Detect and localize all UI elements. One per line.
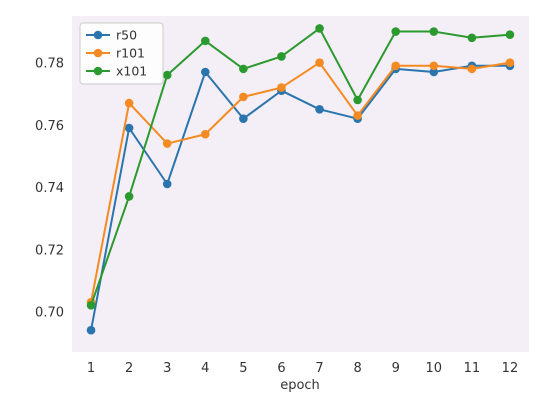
legend-label: r50 <box>116 28 137 43</box>
legend-marker <box>93 66 103 76</box>
x-tick-label: 2 <box>125 361 133 376</box>
data-point <box>124 98 134 108</box>
data-point <box>239 64 248 74</box>
x-tick-label: 10 <box>426 361 443 376</box>
data-point <box>505 58 515 67</box>
x-tick-label: 3 <box>163 361 171 376</box>
data-point <box>505 30 515 39</box>
data-point <box>429 61 439 71</box>
y-axis-ticks: 0.70 0.72 0.74 0.76 0.78 <box>35 57 64 321</box>
data-point <box>277 52 286 61</box>
series-line <box>90 64 510 331</box>
x-tick-label: 4 <box>201 361 209 376</box>
legend-label: x101 <box>116 64 147 79</box>
legend-marker <box>93 30 103 40</box>
data-point <box>124 123 134 133</box>
legend: r50 r101 x101 <box>79 22 164 85</box>
legend-label: r101 <box>116 46 145 61</box>
y-tick-label: 0.74 <box>35 181 64 196</box>
data-point <box>315 24 324 33</box>
legend-marker <box>93 48 103 58</box>
data-point <box>239 92 248 102</box>
data-point <box>467 64 477 74</box>
data-point <box>124 192 134 201</box>
data-point <box>200 129 210 139</box>
x-tick-label: 12 <box>502 361 519 376</box>
data-point <box>239 114 248 123</box>
data-point <box>200 67 210 77</box>
series-line <box>90 61 511 303</box>
x-tick-label: 1 <box>87 361 95 376</box>
data-point <box>467 33 477 43</box>
x-tick-label: 9 <box>392 361 400 376</box>
series-layer <box>86 24 515 335</box>
x-tick-label: 7 <box>315 361 323 376</box>
data-point <box>391 27 401 36</box>
x-tick-label: 11 <box>464 361 481 376</box>
data-point <box>315 105 324 114</box>
data-point <box>162 70 172 80</box>
data-point <box>162 139 172 148</box>
data-point <box>353 95 362 105</box>
y-tick-label: 0.76 <box>35 119 64 134</box>
legend-item-x101: x101 <box>86 64 147 79</box>
data-point <box>86 301 96 310</box>
data-point <box>429 67 439 77</box>
y-tick-label: 0.72 <box>35 243 64 258</box>
x-axis-ticks: 1 2 3 4 5 6 7 8 9 10 11 12 <box>87 361 518 376</box>
data-point <box>429 27 439 36</box>
x-axis-label: epoch <box>280 378 320 393</box>
y-tick-label: 0.70 <box>35 306 64 321</box>
data-point <box>162 179 172 189</box>
y-tick-label: 0.78 <box>35 57 64 72</box>
data-point <box>353 111 362 120</box>
series-r101 <box>86 58 515 307</box>
data-point <box>277 83 286 92</box>
legend-item-r50: r50 <box>86 28 137 43</box>
x-tick-label: 5 <box>239 361 247 376</box>
data-point <box>391 61 401 71</box>
series-line <box>90 27 511 306</box>
x-tick-label: 6 <box>277 361 285 376</box>
data-point <box>200 36 210 46</box>
data-point <box>86 325 96 335</box>
x-tick-label: 8 <box>353 361 361 376</box>
series-x101 <box>86 24 515 310</box>
legend-item-r101: r101 <box>86 46 145 61</box>
data-point <box>315 58 324 67</box>
